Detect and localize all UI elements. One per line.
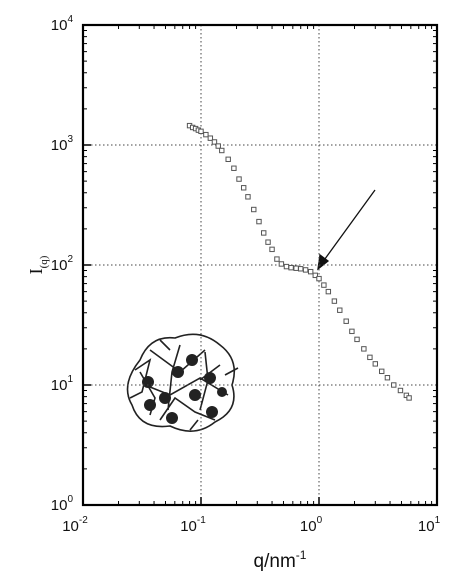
data-point (337, 307, 343, 313)
y-tick-label: 102 (51, 254, 74, 274)
data-point (203, 131, 209, 138)
data-point (261, 230, 267, 236)
data-point (269, 246, 275, 253)
data-point (316, 275, 322, 282)
x-tick-label: 10-2 (62, 515, 88, 535)
data-point (245, 194, 251, 200)
y-tick-label: 101 (51, 374, 74, 394)
data-point (288, 264, 294, 271)
y-tick-label: 100 (51, 494, 74, 514)
y-axis-label: I(q) (26, 255, 50, 274)
x-axis-label: q/nm-1 (254, 548, 307, 572)
data-point (225, 156, 231, 163)
x-tick-label: 100 (300, 515, 323, 535)
data-point (256, 218, 262, 225)
y-tick-label: 104 (51, 14, 74, 34)
data-point (198, 128, 204, 135)
data-point (283, 263, 290, 270)
data-point (367, 354, 373, 361)
data-point (354, 336, 360, 343)
plot-frame (81, 23, 439, 507)
data-point (298, 266, 304, 272)
data-point (307, 268, 314, 275)
data-point (231, 165, 237, 171)
data-point (343, 318, 349, 324)
data-point (331, 298, 338, 304)
data-point (379, 368, 385, 375)
data-point (274, 256, 280, 262)
x-tick-label: 101 (418, 515, 441, 535)
data-point (384, 375, 391, 381)
data-point (361, 346, 367, 352)
data-point (321, 282, 327, 288)
data-point (240, 185, 247, 191)
data-point (207, 135, 214, 141)
data-point (293, 265, 299, 271)
data-point (372, 361, 379, 367)
data-point (302, 267, 309, 273)
x-tick-label: 10-1 (180, 515, 206, 535)
data-point (406, 395, 412, 401)
data-point (278, 261, 285, 267)
data-point (312, 272, 318, 279)
data-point (215, 143, 221, 149)
data-point (397, 387, 404, 394)
data-point (219, 147, 225, 154)
data-point (391, 382, 397, 388)
data-point (349, 328, 355, 335)
arrow (317, 189, 376, 271)
data-point (236, 176, 242, 182)
crosslink-points (142, 354, 227, 424)
y-tick-label: 103 (51, 134, 74, 154)
data-point (265, 239, 271, 245)
data-point (325, 288, 332, 295)
data-point (211, 139, 218, 145)
data-point (251, 206, 257, 213)
